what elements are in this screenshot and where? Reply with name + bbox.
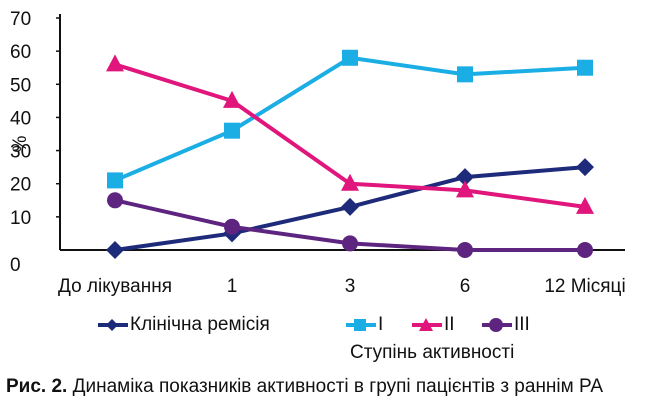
circle-marker bbox=[457, 242, 473, 258]
circle-marker bbox=[224, 218, 240, 235]
triangle-marker bbox=[576, 196, 594, 214]
legend-marker-circle-icon bbox=[482, 318, 512, 332]
diamond-marker bbox=[456, 168, 474, 187]
y-tick-label: 40 bbox=[10, 108, 31, 129]
square-marker bbox=[342, 49, 358, 66]
y-tick-label: 50 bbox=[10, 75, 31, 96]
triangle-marker bbox=[223, 90, 241, 108]
diamond-marker bbox=[576, 158, 594, 177]
chart-tick-labels: 0 10 20 30 40 50 60 70% До лікування 1 3 6 12 Місяці bbox=[10, 9, 626, 297]
legend-label-iii: III bbox=[514, 314, 530, 335]
triangle-marker bbox=[341, 173, 359, 191]
legend-label-i: I bbox=[378, 314, 384, 335]
circle-marker bbox=[577, 242, 593, 258]
chart-axes bbox=[56, 14, 625, 251]
legend-label-ii: II bbox=[444, 314, 455, 335]
y-tick-label: 0 bbox=[10, 255, 21, 276]
chart-series bbox=[106, 49, 594, 259]
legend-group-label: Ступінь активності bbox=[350, 342, 515, 363]
chart-legend: Клінічна ремісія I II III bbox=[96, 310, 636, 344]
x-tick-label: 12 Місяці bbox=[544, 276, 625, 297]
square-marker bbox=[224, 122, 240, 139]
y-axis-label: % bbox=[10, 135, 31, 152]
x-tick-label: До лікування bbox=[58, 276, 172, 297]
x-tick-label: 6 bbox=[460, 276, 471, 297]
x-tick-label: 1 bbox=[227, 276, 238, 297]
series-2 bbox=[106, 54, 594, 214]
triangle-marker bbox=[106, 54, 124, 72]
square-marker bbox=[577, 59, 593, 76]
y-tick-label: 20 bbox=[10, 175, 31, 196]
y-tick-label: 60 bbox=[10, 42, 31, 63]
square-marker bbox=[107, 172, 123, 189]
x-tick-label: 3 bbox=[345, 276, 356, 297]
y-tick-label: 30 bbox=[10, 142, 31, 163]
legend-item-remission: Клінічна ремісія bbox=[96, 310, 270, 340]
y-tick-label: 10 bbox=[10, 208, 31, 229]
legend-label-remission: Клінічна ремісія bbox=[130, 314, 270, 335]
circle-marker bbox=[342, 235, 358, 252]
diamond-marker bbox=[106, 241, 124, 259]
caption-label: Рис. 2. bbox=[6, 376, 68, 397]
series-line bbox=[114, 55, 586, 183]
legend-marker-diamond-icon bbox=[98, 319, 128, 331]
legend-item-i: I bbox=[344, 310, 383, 340]
diamond-marker bbox=[341, 197, 359, 216]
figure-caption: Рис. 2. Динаміка показників активності в… bbox=[6, 376, 603, 398]
triangle-marker bbox=[456, 180, 474, 198]
y-tick-label: 70 bbox=[10, 9, 31, 30]
legend-item-ii: II bbox=[410, 310, 455, 340]
circle-marker bbox=[107, 192, 123, 209]
line-chart: 0 10 20 30 40 50 60 70% До лікування 1 3 6 12 Місяці bbox=[10, 9, 626, 297]
legend-marker-triangle-icon bbox=[412, 318, 442, 331]
series-3 bbox=[107, 192, 593, 258]
legend-marker-square-icon bbox=[346, 319, 376, 331]
series-1 bbox=[107, 49, 593, 189]
caption-text: Динаміка показників активності в групі п… bbox=[67, 376, 604, 397]
legend-item-iii: III bbox=[480, 310, 530, 340]
square-marker bbox=[457, 66, 473, 83]
